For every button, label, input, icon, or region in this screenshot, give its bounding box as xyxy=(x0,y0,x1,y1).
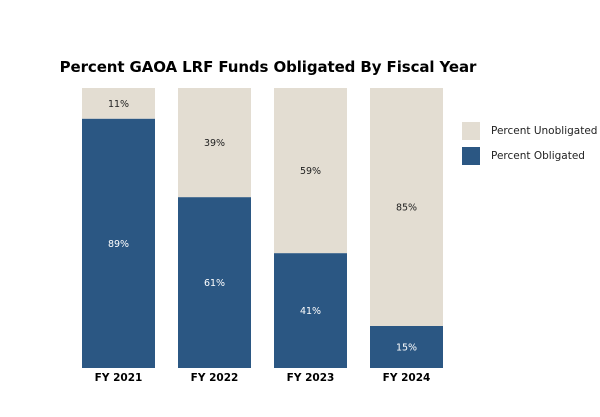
x-tick-label-fy-2022: FY 2022 xyxy=(191,372,239,384)
legend-swatch-obligated xyxy=(462,147,480,165)
legend-item-obligated: Percent Obligated xyxy=(462,147,597,165)
bar-obligated-fy-2022 xyxy=(178,197,251,368)
bar-unobligated-fy-2022 xyxy=(178,88,251,198)
data-label-unobligated-fy-2021: 11% xyxy=(108,99,129,110)
data-label-obligated-fy-2023: 41% xyxy=(300,306,321,317)
data-label-unobligated-fy-2023: 59% xyxy=(300,166,321,177)
legend-label-obligated: Percent Obligated xyxy=(491,150,585,162)
bar-unobligated-fy-2023 xyxy=(274,88,347,254)
x-tick-label-fy-2023: FY 2023 xyxy=(287,372,335,384)
data-label-obligated-fy-2024: 15% xyxy=(396,343,417,354)
data-label-unobligated-fy-2024: 85% xyxy=(396,203,417,214)
data-label-unobligated-fy-2022: 39% xyxy=(204,138,225,149)
bars-layer xyxy=(82,88,443,368)
legend-item-unobligated: Percent Unobligated xyxy=(462,122,597,140)
bar-unobligated-fy-2021 xyxy=(82,88,155,119)
legend: Percent Unobligated Percent Obligated xyxy=(462,122,597,172)
bar-obligated-fy-2023 xyxy=(274,253,347,368)
bar-obligated-fy-2024 xyxy=(370,326,443,368)
legend-swatch-unobligated xyxy=(462,122,480,140)
x-axis-tick-labels: FY 2021 FY 2022 FY 2023 FY 2024 xyxy=(95,372,431,384)
data-labels-layer: 89% 11% 61% 39% 41% 59% 15% 85% xyxy=(108,99,417,354)
chart-title: Percent GAOA LRF Funds Obligated By Fisc… xyxy=(59,58,477,76)
legend-label-unobligated: Percent Unobligated xyxy=(491,125,598,137)
data-label-obligated-fy-2022: 61% xyxy=(204,278,225,289)
x-tick-label-fy-2021: FY 2021 xyxy=(95,372,143,384)
bar-unobligated-fy-2024 xyxy=(370,88,443,326)
data-label-obligated-fy-2021: 89% xyxy=(108,239,129,250)
bar-obligated-fy-2021 xyxy=(82,118,155,368)
x-tick-label-fy-2024: FY 2024 xyxy=(383,372,431,384)
